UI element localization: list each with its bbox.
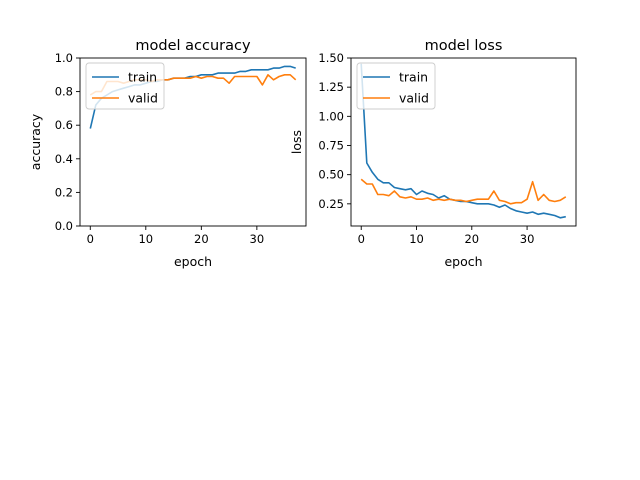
accuracy-y-tick-label: 0.4 [55,152,73,166]
accuracy-x-tick-label: 0 [87,232,94,246]
accuracy-y-tick-label: 1.0 [55,51,73,65]
loss-y-tick-label: 0.50 [318,168,344,182]
loss-y-tick-label: 1.00 [318,109,344,123]
loss-y-axis-label: loss [289,130,304,154]
accuracy-x-axis-label: epoch [174,254,212,269]
loss-legend-label-valid: valid [399,91,429,106]
accuracy-x-tick-label: 20 [194,232,209,246]
accuracy-title: model accuracy [135,38,251,54]
accuracy-y-tick-label: 0.0 [55,219,73,233]
accuracy-legend-label-valid: valid [128,91,158,106]
loss-x-axis-label: epoch [444,254,482,269]
loss-legend-label-train: train [399,70,428,85]
accuracy-y-tick-label: 0.6 [55,118,73,132]
loss-y-tick-label: 0.25 [318,197,344,211]
accuracy-axes-frame [79,57,307,227]
loss-series-valid-line [360,178,567,205]
accuracy-y-axis-label: accuracy [28,113,43,170]
accuracy-x-tick-label: 30 [250,232,265,246]
loss-y-tick-label: 1.50 [318,51,344,65]
loss-axes-frame [350,57,577,227]
accuracy-y-tick-label: 0.8 [55,85,73,99]
loss-y-tick-label: 0.75 [318,139,344,153]
loss-x-tick-label: 0 [358,232,365,246]
loss-panel: model loss 0 10 20 30 0.25 0.50 0.75 1.00 1.25 1.5… [289,38,577,269]
loss-title: model loss [425,38,503,54]
accuracy-x-tick-label: 10 [138,232,153,246]
accuracy-panel: model accuracy 0 10 20 30 0.0 0.2 0.4 0.6 0.8 1.0 e… [28,38,307,269]
loss-y-tick-label: 1.25 [318,80,344,94]
accuracy-y-tick-label: 0.2 [55,185,73,199]
loss-x-tick-label: 10 [409,232,424,246]
loss-x-tick-label: 20 [464,232,479,246]
loss-x-tick-label: 30 [520,232,535,246]
accuracy-legend-label-train: train [128,70,157,85]
